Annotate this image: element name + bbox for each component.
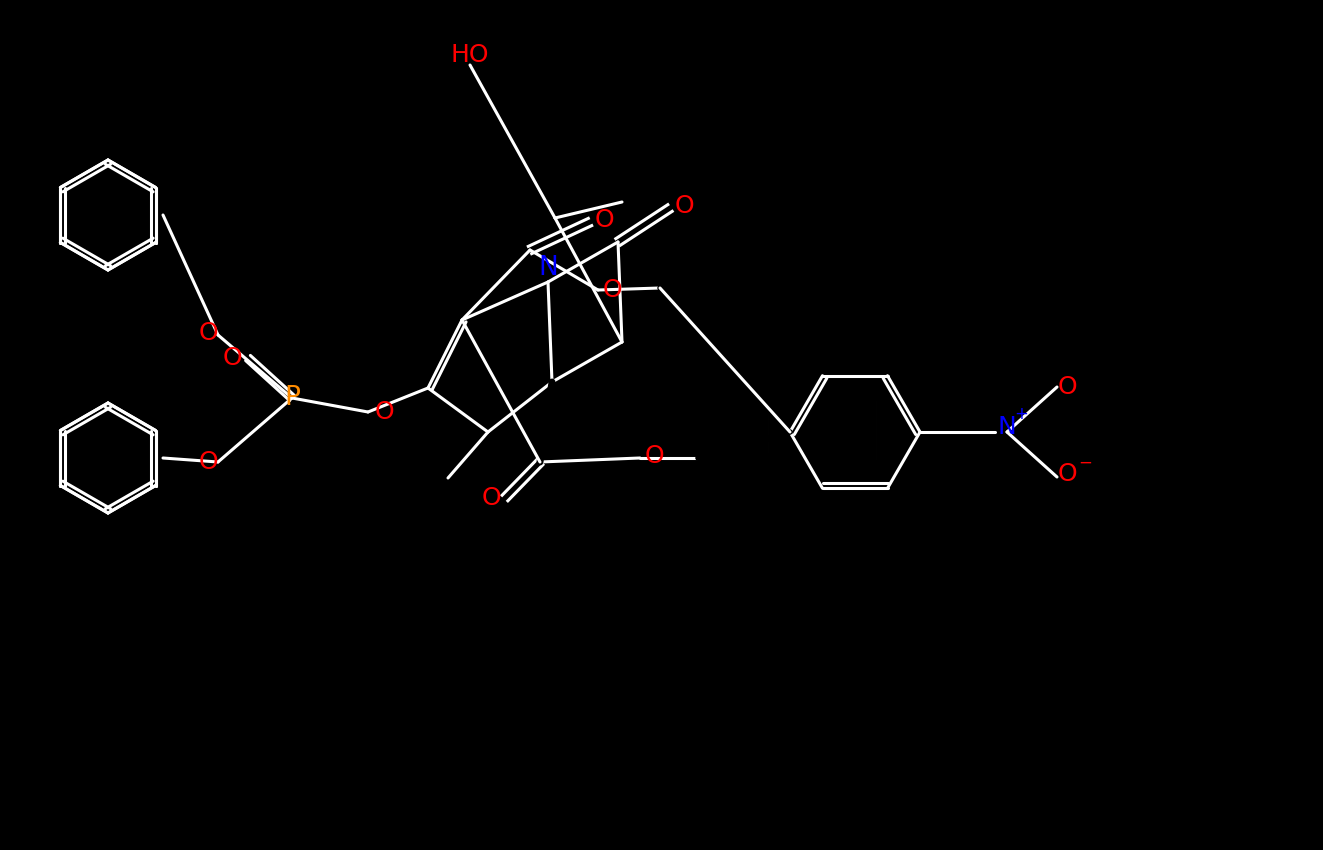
Text: N: N <box>998 415 1016 439</box>
Text: O: O <box>1057 462 1077 486</box>
Text: P: P <box>284 385 300 411</box>
Text: O: O <box>594 208 614 232</box>
Text: +: + <box>1013 405 1028 423</box>
Text: N: N <box>538 255 558 281</box>
Text: O: O <box>222 346 242 370</box>
Text: O: O <box>675 194 693 218</box>
Text: HO: HO <box>451 43 490 67</box>
Text: −: − <box>1078 454 1091 472</box>
Text: O: O <box>1057 375 1077 399</box>
Text: O: O <box>644 444 664 468</box>
Text: O: O <box>602 278 622 302</box>
Text: O: O <box>198 450 218 474</box>
Text: O: O <box>198 321 218 345</box>
Text: O: O <box>482 486 501 510</box>
Text: O: O <box>374 400 394 424</box>
